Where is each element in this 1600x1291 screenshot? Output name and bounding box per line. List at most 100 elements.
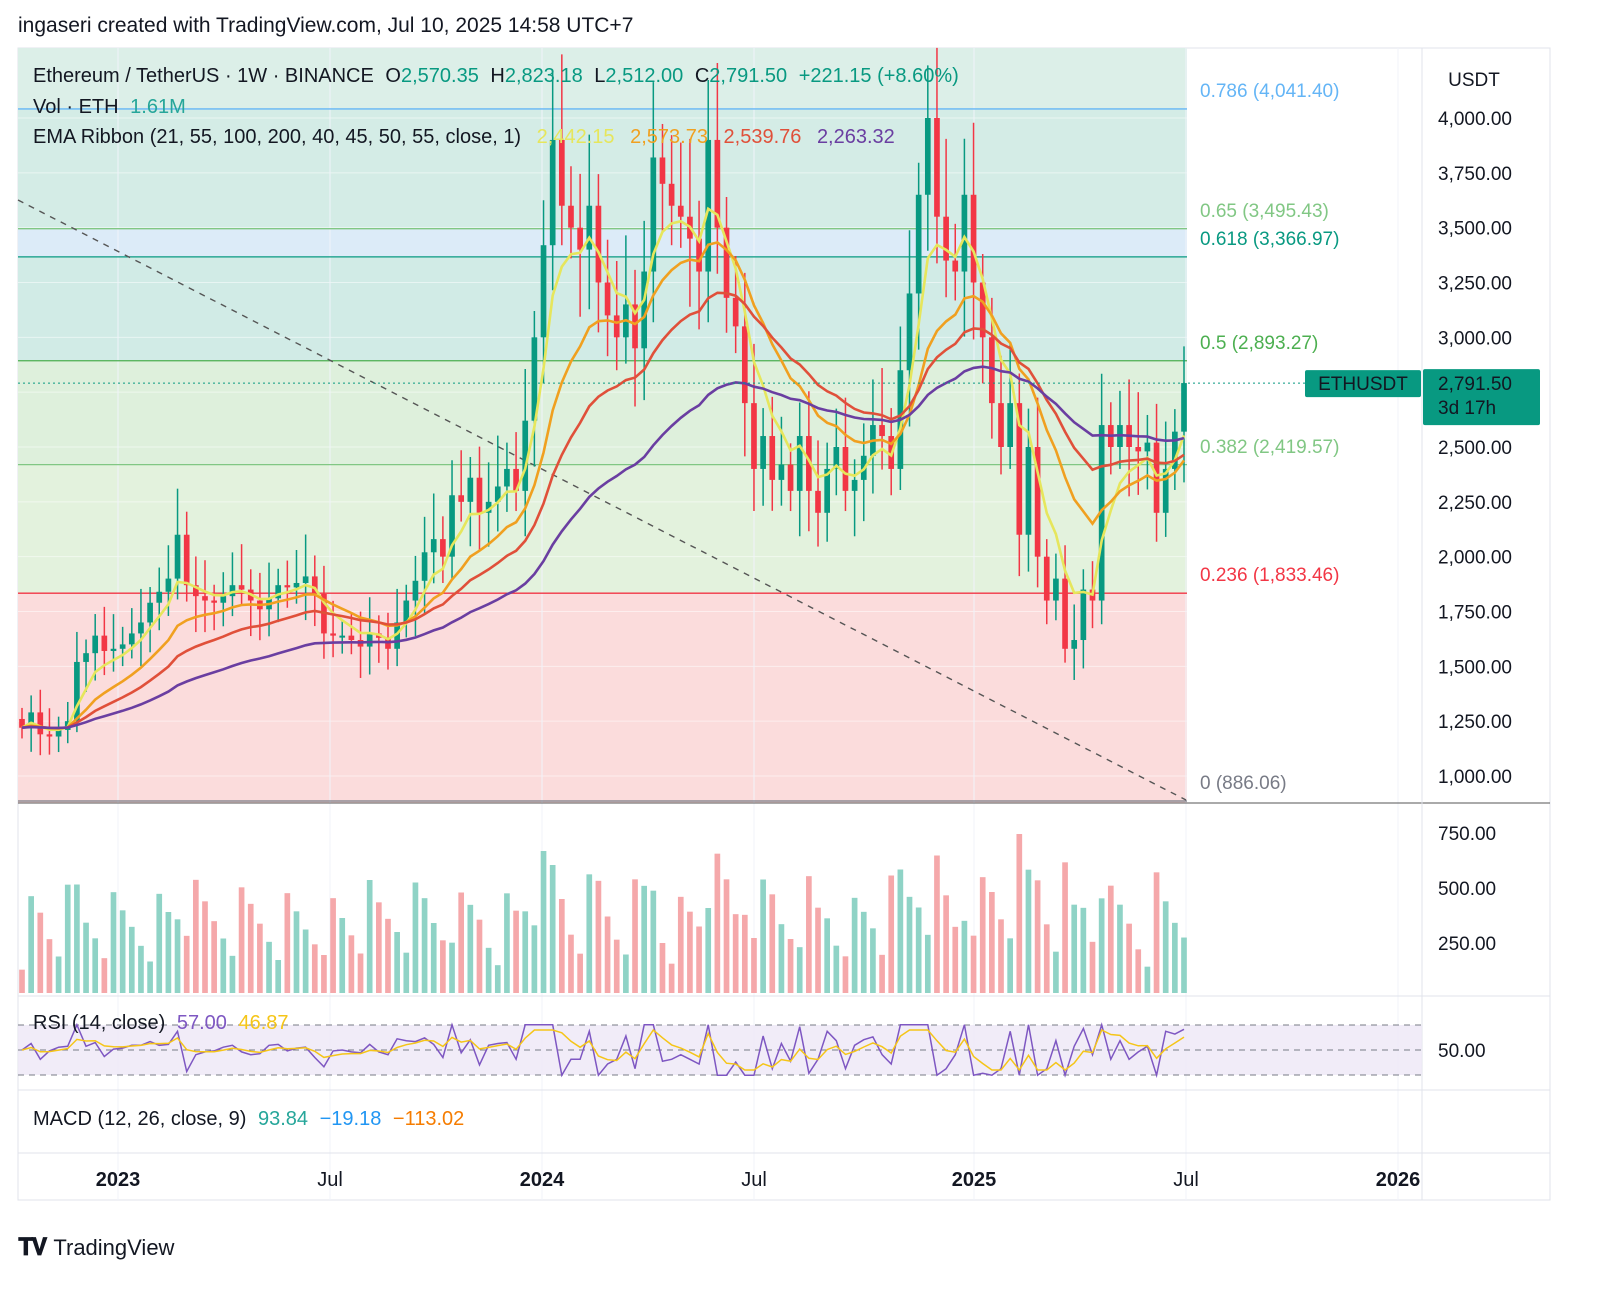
volume-bar xyxy=(568,934,574,993)
symbol-badge-text: ETHUSDT xyxy=(1318,374,1408,395)
rsi-legend[interactable]: RSI (14, close) 57.00 46.87 xyxy=(33,1012,289,1035)
rsi-tick-label: 50.00 xyxy=(1438,1041,1486,1062)
volume-bar xyxy=(1107,885,1114,993)
fib-label: 0 (886.06) xyxy=(1200,773,1287,794)
volume-bar xyxy=(74,884,80,993)
volume-bar xyxy=(421,898,428,993)
volume-bar xyxy=(1098,898,1105,993)
price-tick-label: 2,000.00 xyxy=(1438,548,1512,569)
last-price-text: 2,791.50 xyxy=(1438,374,1512,395)
candle-body xyxy=(330,633,336,636)
volume-bar xyxy=(558,899,565,993)
volume-bar xyxy=(458,892,465,993)
volume-tick-label: 250.00 xyxy=(1438,934,1496,955)
volume-bar xyxy=(138,945,144,993)
volume-bar xyxy=(266,941,272,993)
volume-bar xyxy=(1181,937,1187,993)
volume-bar xyxy=(760,879,766,993)
candle-body xyxy=(46,734,53,737)
volume-bar xyxy=(147,961,153,993)
volume-bar xyxy=(156,893,163,993)
candle-body xyxy=(293,582,300,588)
candle-body xyxy=(943,216,949,261)
candle-body xyxy=(696,238,702,272)
volume-bar xyxy=(650,890,657,993)
volume-bar xyxy=(375,902,382,993)
volume-bar xyxy=(888,875,895,993)
candle-body xyxy=(220,596,227,603)
volume-bar xyxy=(220,938,227,993)
candle-body xyxy=(879,425,885,437)
volume-bar xyxy=(330,898,336,993)
volume-bar xyxy=(961,920,968,993)
ema-line xyxy=(21,240,1186,730)
candle-body xyxy=(668,183,675,206)
candle-body xyxy=(979,282,986,338)
volume-bar xyxy=(659,943,666,993)
candle-body xyxy=(138,622,144,634)
candle-body xyxy=(677,205,684,217)
candle-body xyxy=(604,282,611,316)
volume-bar xyxy=(110,892,117,993)
volume-bar xyxy=(577,953,583,993)
candle-body xyxy=(1098,425,1105,601)
brand-name: TradingView xyxy=(53,1235,175,1260)
candle-body xyxy=(568,205,574,228)
symbol-label[interactable]: Ethereum / TetherUS · 1W · BINANCE xyxy=(33,65,374,87)
volume-bar xyxy=(751,938,757,993)
candle-body xyxy=(403,600,410,623)
candle-body xyxy=(1135,447,1142,452)
volume-value: 1.61M xyxy=(130,96,186,118)
volume-bar xyxy=(321,955,327,993)
fib-label: 0.65 (3,495.43) xyxy=(1200,201,1329,222)
candle-body xyxy=(394,622,400,649)
time-tick-label: 2023 xyxy=(96,1169,141,1191)
fib-label: 0.786 (4,041.40) xyxy=(1200,81,1339,102)
candle-body xyxy=(311,576,318,594)
candle-body xyxy=(128,633,135,645)
fib-label: 0.618 (3,366.97) xyxy=(1200,229,1339,250)
macd-legend[interactable]: MACD (12, 26, close, 9) 93.84 −19.18 −11… xyxy=(33,1108,464,1131)
candle-body xyxy=(238,585,245,590)
candle-body xyxy=(595,205,602,283)
volume-bar xyxy=(879,954,885,993)
candle-body xyxy=(522,420,529,491)
volume-bar xyxy=(202,901,208,993)
volume-bar xyxy=(586,874,593,993)
candle-body xyxy=(83,653,89,662)
candle-body xyxy=(549,139,556,246)
volume-bar xyxy=(1062,862,1068,993)
ema-legend[interactable]: EMA Ribbon (21, 55, 100, 200, 40, 45, 50… xyxy=(33,126,895,149)
time-tick-label: 2024 xyxy=(520,1169,565,1191)
fib-zone xyxy=(18,593,1187,803)
volume-bar xyxy=(504,893,510,993)
volume-bar xyxy=(119,910,126,993)
candle-body xyxy=(540,245,547,338)
time-tick-label: 2025 xyxy=(952,1169,997,1191)
volume-bar xyxy=(705,908,712,993)
candle-body xyxy=(1034,447,1041,557)
candle-body xyxy=(74,661,80,722)
volume-bar xyxy=(897,869,904,993)
volume-legend[interactable]: Vol · ETH 1.61M xyxy=(33,96,186,119)
tradingview-logo[interactable]: 𝐓𝐕 TradingView xyxy=(18,1234,174,1262)
candle-body xyxy=(348,635,355,641)
candle-body xyxy=(1172,431,1178,469)
candle-body xyxy=(339,635,346,638)
price-tick-label: 2,250.00 xyxy=(1438,493,1512,514)
candle-body xyxy=(998,403,1004,447)
fib-label: 0.236 (1,833.46) xyxy=(1200,565,1339,586)
price-tick-label: 1,000.00 xyxy=(1438,767,1512,788)
volume-bar xyxy=(677,896,684,993)
volume-bar xyxy=(357,953,364,993)
candle-body xyxy=(806,436,812,491)
volume-bar xyxy=(842,956,849,993)
fib-zone xyxy=(18,48,1187,109)
candle-body xyxy=(229,585,236,597)
volume-bar xyxy=(833,945,840,993)
candle-body xyxy=(833,447,840,469)
volume-bar xyxy=(540,851,547,993)
candle-body xyxy=(705,139,712,272)
volume-bar xyxy=(1117,904,1123,993)
